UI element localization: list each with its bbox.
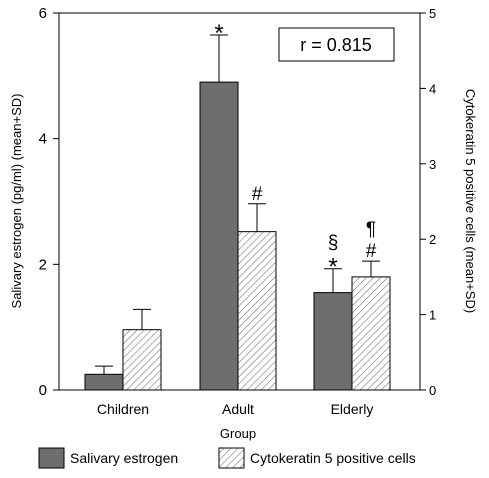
y2-tick-label: 2	[429, 232, 436, 247]
y2-axis-title: Cytokeratin 5 positive cells (mean+SD)	[463, 89, 478, 313]
y-tick-label: 2	[39, 256, 47, 273]
bar-cytokeratin	[237, 231, 277, 391]
bar-salivary-estrogen	[84, 373, 124, 391]
x-category-label: Elderly	[331, 401, 374, 417]
y2-tick-label: 5	[429, 6, 436, 21]
y2-tick-label: 4	[429, 81, 436, 96]
y-tick-label: 0	[39, 382, 47, 399]
x-axis-title: Group	[220, 426, 256, 441]
bar-cytokeratin	[351, 276, 391, 391]
significance-marker: ¶	[366, 219, 376, 240]
legend-label-cytokeratin: Cytokeratin 5 positive cells	[250, 450, 416, 466]
correlation-box	[278, 27, 395, 62]
x-category-label: Children	[97, 401, 149, 417]
y2-tick-label: 3	[429, 157, 436, 172]
bar-salivary-estrogen	[313, 292, 353, 391]
significance-marker: §	[328, 233, 339, 254]
significance-marker: #	[366, 241, 377, 262]
y-axis-title: Salivary estrogen (pg/ml) (mean+SD)	[9, 94, 24, 309]
y-tick-label: 4	[39, 131, 47, 148]
legend-swatch-cytokeratin	[218, 447, 245, 469]
legend-swatch-salivary-estrogen	[38, 447, 65, 469]
bar-cytokeratin	[122, 329, 162, 391]
significance-marker: *	[214, 20, 223, 47]
correlation-label: r = 0.815	[300, 35, 372, 55]
y2-tick-label: 0	[429, 383, 436, 398]
significance-marker: *	[328, 254, 337, 281]
x-category-label: Adult	[222, 401, 254, 417]
legend-label-salivary-estrogen: Salivary estrogen	[70, 450, 178, 466]
significance-marker: #	[252, 184, 263, 205]
y2-tick-label: 1	[429, 308, 436, 323]
bar-salivary-estrogen	[199, 81, 239, 391]
y-tick-label: 6	[39, 5, 47, 22]
